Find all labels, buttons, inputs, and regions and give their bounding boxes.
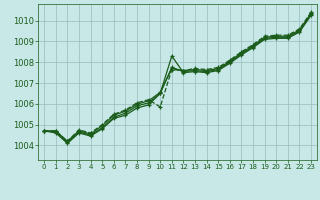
Text: Graphe pression niveau de la mer (hPa): Graphe pression niveau de la mer (hPa) <box>41 183 279 193</box>
